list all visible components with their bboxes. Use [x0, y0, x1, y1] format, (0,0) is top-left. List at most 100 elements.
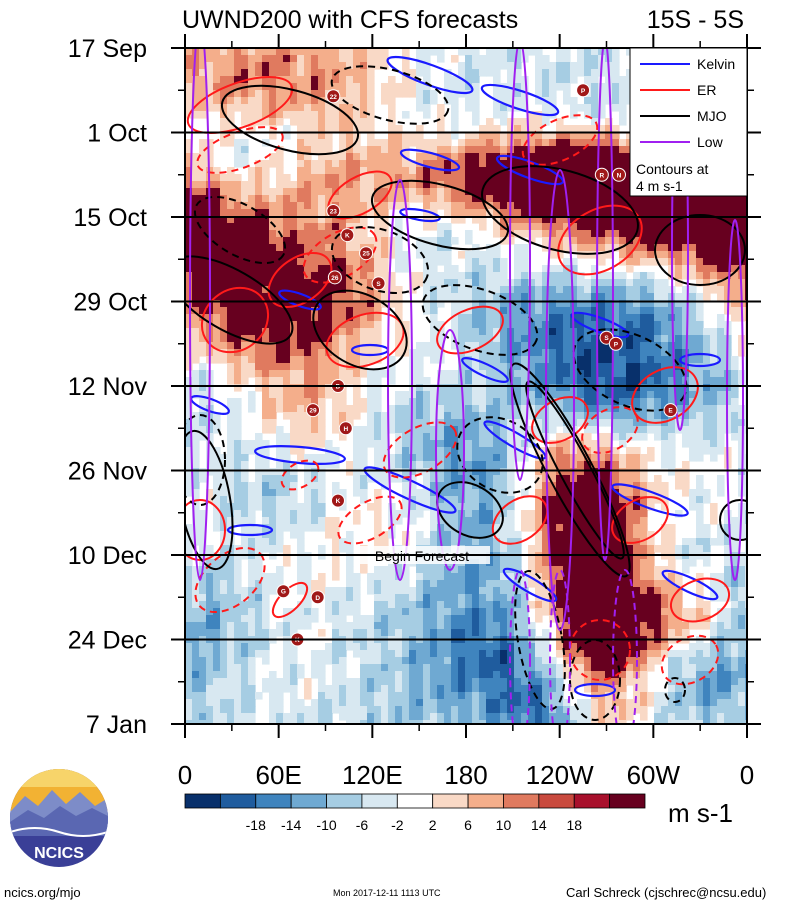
heatmap-cell	[521, 244, 529, 252]
heatmap-cell	[465, 272, 473, 280]
heatmap-cell	[192, 370, 200, 378]
heatmap-cell	[416, 342, 424, 350]
heatmap-cell	[255, 83, 263, 91]
heatmap-cell	[472, 447, 480, 455]
heatmap-cell	[703, 293, 711, 301]
heatmap-cell	[570, 167, 578, 175]
heatmap-cell	[710, 447, 718, 455]
heatmap-cell	[402, 426, 410, 434]
heatmap-cell	[486, 517, 494, 525]
heatmap-cell	[227, 55, 235, 63]
heatmap-cell	[514, 244, 522, 252]
heatmap-cell	[213, 307, 221, 315]
heatmap-cell	[563, 216, 571, 224]
heatmap-cell	[514, 349, 522, 357]
heatmap-cell	[269, 69, 277, 77]
heatmap-cell	[199, 258, 207, 266]
heatmap-cell	[192, 293, 200, 301]
heatmap-cell	[311, 279, 319, 287]
heatmap-cell	[493, 363, 501, 371]
heatmap-cell	[451, 132, 459, 140]
heatmap-cell	[500, 97, 508, 105]
heatmap-cell	[731, 356, 739, 364]
heatmap-cell	[402, 321, 410, 329]
heatmap-cell	[430, 181, 438, 189]
heatmap-cell	[612, 349, 620, 357]
heatmap-cell	[297, 349, 305, 357]
heatmap-cell	[269, 209, 277, 217]
heatmap-cell	[696, 258, 704, 266]
heatmap-cell	[654, 307, 662, 315]
heatmap-cell	[185, 363, 193, 371]
heatmap-cell	[535, 503, 543, 511]
heatmap-cell	[465, 482, 473, 490]
heatmap-cell	[654, 237, 662, 245]
heatmap-cell	[290, 188, 298, 196]
heatmap-cell	[269, 426, 277, 434]
heatmap-cell	[241, 447, 249, 455]
heatmap-cell	[185, 328, 193, 336]
heatmap-cell	[619, 272, 627, 280]
heatmap-cell	[563, 286, 571, 294]
heatmap-cell	[297, 412, 305, 420]
heatmap-cell	[549, 489, 557, 497]
heatmap-cell	[458, 83, 466, 91]
heatmap-cell	[696, 545, 704, 553]
heatmap-cell	[521, 125, 529, 133]
heatmap-cell	[444, 461, 452, 469]
heatmap-cell	[479, 321, 487, 329]
heatmap-cell	[381, 370, 389, 378]
heatmap-cell	[423, 279, 431, 287]
heatmap-cell	[262, 223, 270, 231]
heatmap-cell	[360, 111, 368, 119]
heatmap-cell	[528, 314, 536, 322]
heatmap-cell	[234, 230, 242, 238]
heatmap-cell	[486, 314, 494, 322]
heatmap-cell	[626, 223, 634, 231]
heatmap-cell	[374, 314, 382, 322]
heatmap-cell	[248, 363, 256, 371]
heatmap-cell	[206, 160, 214, 168]
heatmap-cell	[556, 153, 564, 161]
heatmap-cell	[276, 454, 284, 462]
heatmap-cell	[192, 377, 200, 385]
heatmap-cell	[521, 328, 529, 336]
heatmap-cell	[444, 524, 452, 532]
heatmap-cell	[451, 202, 459, 210]
heatmap-cell	[521, 342, 529, 350]
heatmap-cell	[465, 83, 473, 91]
heatmap-cell	[283, 377, 291, 385]
heatmap-cell	[731, 279, 739, 287]
heatmap-cell	[668, 419, 676, 427]
heatmap-cell	[367, 139, 375, 147]
heatmap-cell	[598, 279, 606, 287]
heatmap-cell	[577, 216, 585, 224]
heatmap-cell	[528, 524, 536, 532]
heatmap-cell	[353, 510, 361, 518]
heatmap-cell	[696, 195, 704, 203]
heatmap-cell	[234, 349, 242, 357]
heatmap-cell	[269, 405, 277, 413]
heatmap-cell	[290, 97, 298, 105]
heatmap-cell	[388, 111, 396, 119]
heatmap-cell	[626, 454, 634, 462]
heatmap-cell	[514, 531, 522, 539]
heatmap-cell	[640, 356, 648, 364]
heatmap-cell	[290, 265, 298, 273]
heatmap-cell	[437, 55, 445, 63]
heatmap-cell	[325, 55, 333, 63]
heatmap-cell	[577, 328, 585, 336]
heatmap-cell	[318, 412, 326, 420]
heatmap-cell	[472, 321, 480, 329]
heatmap-cell	[514, 209, 522, 217]
heatmap-cell	[430, 384, 438, 392]
heatmap-cell	[290, 468, 298, 476]
heatmap-cell	[528, 300, 536, 308]
heatmap-cell	[360, 356, 368, 364]
heatmap-cell	[220, 62, 228, 70]
heatmap-cell	[731, 244, 739, 252]
heatmap-cell	[234, 335, 242, 343]
heatmap-cell	[458, 398, 466, 406]
heatmap-cell	[675, 377, 683, 385]
heatmap-cell	[689, 384, 697, 392]
